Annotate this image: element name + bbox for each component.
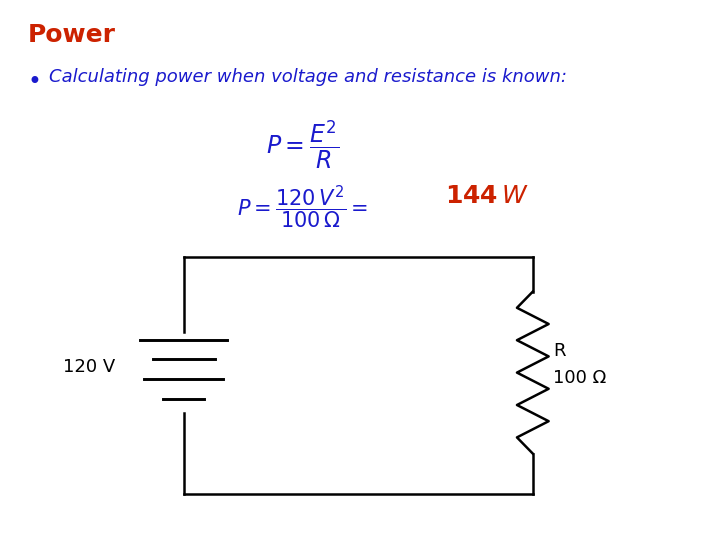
Text: $\mathit{P} = \dfrac{120\,\mathit{V}^2}{100\,\Omega} =$: $\mathit{P} = \dfrac{120\,\mathit{V}^2}{… bbox=[237, 184, 368, 231]
Text: 100 Ω: 100 Ω bbox=[553, 369, 606, 387]
Text: $\mathbf{144}\,\mathbf{\mathit{W}}$: $\mathbf{144}\,\mathbf{\mathit{W}}$ bbox=[445, 184, 528, 207]
Text: $\mathit{P} = \dfrac{\mathit{E}^2}{\mathit{R}}$: $\mathit{P} = \dfrac{\mathit{E}^2}{\math… bbox=[266, 119, 339, 171]
Text: Calculating power when voltage and resistance is known:: Calculating power when voltage and resis… bbox=[49, 68, 567, 85]
Text: R: R bbox=[553, 342, 565, 360]
Text: Power: Power bbox=[27, 23, 115, 46]
Text: 120 V: 120 V bbox=[63, 358, 115, 376]
Text: •: • bbox=[27, 70, 41, 94]
